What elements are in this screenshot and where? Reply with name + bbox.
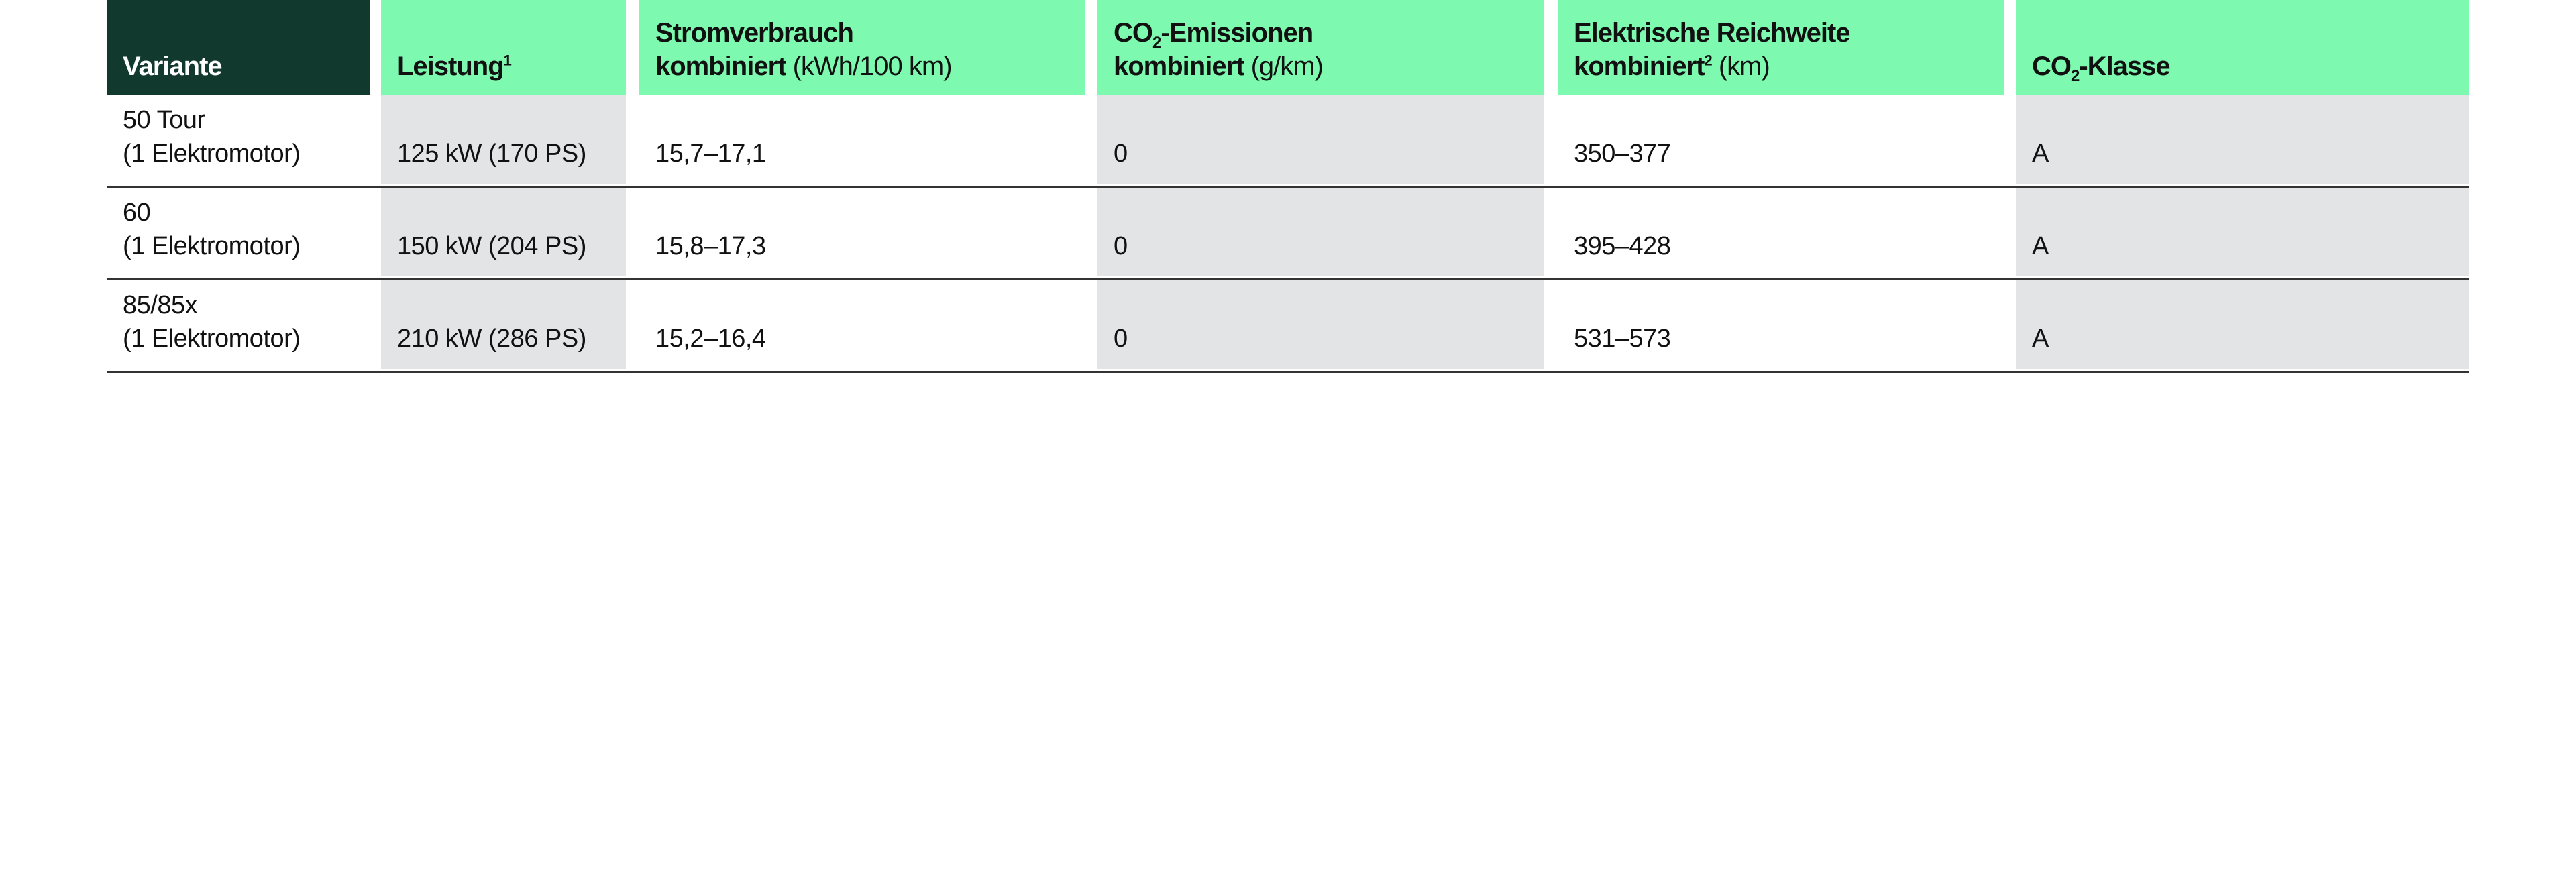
variant-motor: (1 Elektromotor) bbox=[123, 232, 301, 260]
header-stromverbrauch: Stromverbrauch kombiniert (kWh/100 km) bbox=[639, 0, 1085, 95]
header-klasse-post: -Klasse bbox=[2079, 52, 2170, 81]
header-leistung-label: Leistung bbox=[397, 52, 504, 81]
header-co2-klasse: CO2-Klasse bbox=[2016, 0, 2469, 95]
variant-name: 85/85x bbox=[123, 291, 198, 319]
header-strom-line1: Stromverbrauch bbox=[655, 18, 854, 48]
header-variante-label: Variante bbox=[123, 52, 223, 81]
consumption-table: Variante Leistung1 Stromverbrauch kombini… bbox=[107, 0, 2469, 373]
header-klasse-pre: CO bbox=[2032, 52, 2072, 81]
variant-name: 50 Tour bbox=[123, 106, 205, 134]
table-row: 85/85x (1 Elektromotor) 210 kW (286 PS) 1… bbox=[107, 280, 2469, 373]
footnote-2: 2 bbox=[1704, 52, 1712, 69]
header-klasse-sub: 2 bbox=[2071, 67, 2080, 85]
cell-variante: 50 Tour (1 Elektromotor) bbox=[107, 95, 370, 184]
footnote-1: 1 bbox=[503, 52, 512, 69]
cell-variante: 60 (1 Elektromotor) bbox=[107, 188, 370, 276]
header-reichweite-line1: Elektrische Reichweite bbox=[1574, 18, 1851, 48]
table-header: Variante Leistung1 Stromverbrauch kombini… bbox=[107, 0, 2469, 95]
cell-klasse: A bbox=[2016, 188, 2469, 276]
header-strom-line2: kombiniert bbox=[655, 52, 786, 81]
header-leistung: Leistung1 bbox=[381, 0, 626, 95]
header-co2-line2: kombiniert bbox=[1114, 52, 1244, 81]
cell-reichweite: 395–428 bbox=[1574, 232, 1671, 260]
cell-strom: 15,2–16,4 bbox=[655, 325, 766, 353]
cell-variante: 85/85x (1 Elektromotor) bbox=[107, 280, 370, 369]
header-co2-sub: 2 bbox=[1152, 34, 1161, 52]
cell-reichweite: 350–377 bbox=[1574, 140, 1671, 168]
table-row: 60 (1 Elektromotor) 150 kW (204 PS) 15,8–… bbox=[107, 188, 2469, 280]
header-reichweite: Elektrische Reichweite kombiniert2 (km) bbox=[1558, 0, 2004, 95]
table-row: 50 Tour (1 Elektromotor) 125 kW (170 PS) … bbox=[107, 95, 2469, 188]
cell-klasse: A bbox=[2016, 280, 2469, 369]
variant-name: 60 bbox=[123, 199, 151, 227]
cell-strom: 15,7–17,1 bbox=[655, 140, 766, 168]
cell-leistung: 210 kW (286 PS) bbox=[381, 280, 626, 369]
header-reichweite-unit: (km) bbox=[1718, 52, 1770, 81]
cell-reichweite: 531–573 bbox=[1574, 325, 1671, 353]
header-co2-pre: CO bbox=[1114, 18, 1153, 48]
header-reichweite-line2: kombiniert bbox=[1574, 52, 1705, 81]
cell-leistung: 150 kW (204 PS) bbox=[381, 188, 626, 276]
cell-co2: 0 bbox=[1097, 280, 1544, 369]
cell-co2: 0 bbox=[1097, 95, 1544, 184]
cell-co2: 0 bbox=[1097, 188, 1544, 276]
header-variante: Variante bbox=[107, 0, 370, 95]
header-strom-unit: (kWh/100 km) bbox=[792, 52, 953, 81]
header-co2-emissionen: CO2-Emissionen kombiniert (g/km) bbox=[1097, 0, 1544, 95]
variant-motor: (1 Elektromotor) bbox=[123, 140, 301, 168]
cell-strom: 15,8–17,3 bbox=[655, 232, 766, 260]
cell-leistung: 125 kW (170 PS) bbox=[381, 95, 626, 184]
header-co2-post: -Emissionen bbox=[1161, 18, 1313, 48]
header-co2-unit: (g/km) bbox=[1250, 52, 1324, 81]
cell-klasse: A bbox=[2016, 95, 2469, 184]
variant-motor: (1 Elektromotor) bbox=[123, 325, 301, 353]
